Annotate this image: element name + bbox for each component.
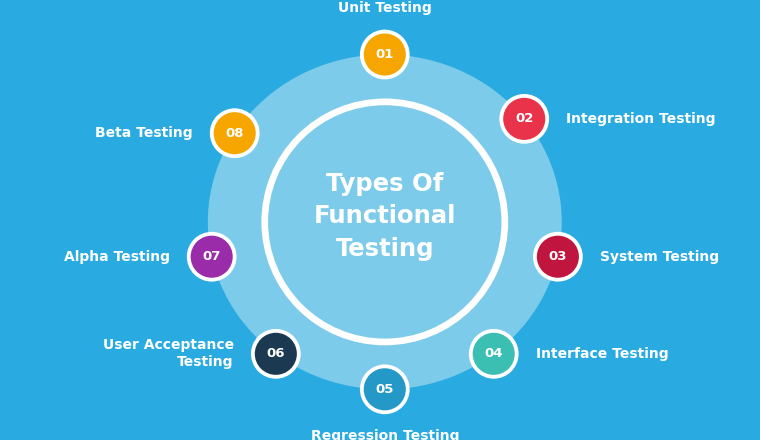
Circle shape — [499, 94, 549, 144]
Circle shape — [360, 29, 410, 79]
Text: 04: 04 — [484, 347, 503, 360]
Text: Integration Testing: Integration Testing — [566, 112, 716, 126]
Circle shape — [473, 333, 515, 375]
Text: Regression Testing: Regression Testing — [311, 429, 459, 440]
Text: System Testing: System Testing — [600, 250, 719, 264]
Text: 01: 01 — [375, 48, 394, 61]
Text: 03: 03 — [549, 250, 567, 263]
Circle shape — [364, 368, 406, 411]
Circle shape — [537, 236, 579, 278]
Text: Interface Testing: Interface Testing — [536, 347, 669, 361]
Text: 02: 02 — [515, 112, 534, 125]
Circle shape — [469, 329, 518, 379]
Text: User Acceptance
Testing: User Acceptance Testing — [103, 338, 234, 370]
Text: 06: 06 — [267, 347, 285, 360]
Circle shape — [364, 33, 406, 76]
Circle shape — [533, 232, 583, 282]
Circle shape — [360, 364, 410, 414]
Circle shape — [503, 98, 545, 140]
Text: 07: 07 — [202, 250, 221, 263]
Circle shape — [255, 333, 297, 375]
Text: Types Of
Functional
Testing: Types Of Functional Testing — [314, 172, 456, 261]
Circle shape — [268, 105, 502, 339]
Ellipse shape — [207, 55, 562, 389]
Circle shape — [261, 99, 508, 345]
Text: Alpha Testing: Alpha Testing — [64, 250, 169, 264]
Circle shape — [191, 236, 233, 278]
Circle shape — [251, 329, 301, 379]
Text: 05: 05 — [375, 383, 394, 396]
Circle shape — [210, 108, 260, 158]
Circle shape — [214, 112, 256, 154]
Text: Beta Testing: Beta Testing — [95, 126, 192, 140]
Circle shape — [187, 232, 236, 282]
Text: 08: 08 — [226, 127, 244, 140]
Text: Unit Testing: Unit Testing — [338, 1, 432, 15]
